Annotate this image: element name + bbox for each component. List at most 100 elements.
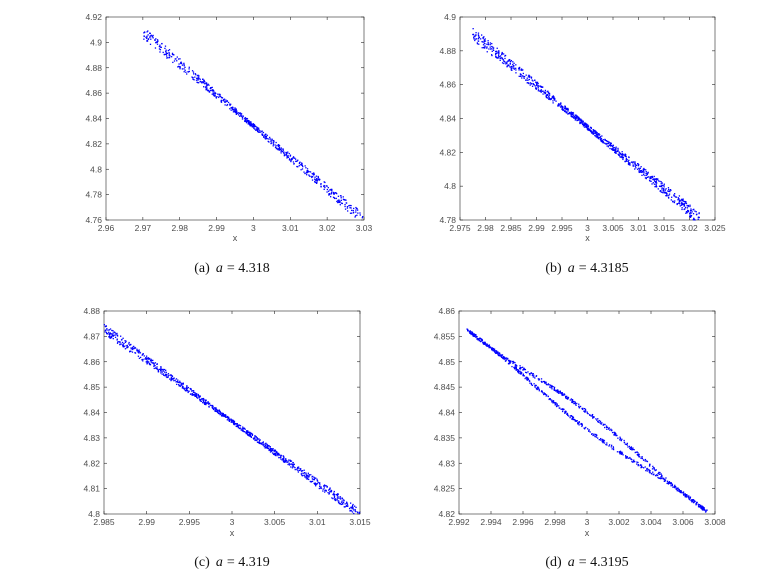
data-point: [324, 487, 325, 488]
data-point: [183, 68, 184, 69]
data-point: [564, 108, 565, 109]
data-point: [496, 350, 497, 351]
data-point: [336, 198, 337, 199]
data-point: [140, 357, 141, 358]
data-point: [338, 498, 339, 499]
data-point: [598, 133, 599, 134]
data-point: [186, 387, 187, 388]
data-point: [636, 165, 637, 166]
data-point: [545, 382, 546, 383]
data-point: [215, 411, 216, 412]
data-point: [662, 192, 663, 193]
data-point: [679, 195, 680, 196]
data-point: [173, 378, 174, 379]
data-point: [476, 38, 477, 39]
data-point: [487, 344, 488, 345]
data-point: [283, 152, 284, 153]
data-point: [232, 109, 233, 110]
data-point: [281, 149, 282, 150]
data-point: [562, 411, 563, 412]
data-point: [685, 213, 686, 214]
data-point: [213, 90, 214, 91]
data-point: [316, 180, 317, 181]
data-point: [686, 205, 687, 206]
data-point: [532, 83, 533, 84]
data-point: [491, 43, 492, 44]
data-point: [685, 202, 686, 203]
data-point: [676, 204, 677, 205]
data-point: [595, 135, 596, 136]
data-point: [623, 157, 624, 158]
data-point: [160, 370, 161, 371]
data-point: [637, 451, 638, 452]
data-point: [626, 159, 627, 160]
data-point: [162, 371, 163, 372]
data-point: [638, 465, 639, 466]
data-point: [160, 372, 161, 373]
data-point: [522, 367, 523, 368]
data-point: [706, 509, 707, 510]
data-point: [206, 82, 207, 83]
data-point: [610, 145, 611, 146]
data-point: [281, 459, 282, 460]
data-point: [331, 193, 332, 194]
data-point: [178, 63, 179, 64]
data-point: [286, 460, 287, 461]
data-point: [255, 439, 256, 440]
data-point: [581, 408, 582, 409]
data-point: [492, 48, 493, 49]
data-point: [299, 470, 300, 471]
data-point: [498, 50, 499, 51]
x-tick-label: 3.01: [630, 223, 647, 233]
data-point: [507, 65, 508, 66]
data-point: [548, 92, 549, 93]
data-point: [573, 419, 574, 420]
data-point: [519, 67, 520, 68]
data-point: [215, 93, 216, 94]
data-point: [685, 207, 686, 208]
data-point: [264, 447, 265, 448]
data-point: [536, 85, 537, 86]
data-point: [486, 345, 487, 346]
data-point: [220, 413, 221, 414]
data-point: [654, 176, 655, 177]
data-point: [643, 459, 644, 460]
data-point: [288, 459, 289, 460]
data-point: [525, 378, 526, 379]
data-point: [273, 145, 274, 146]
data-point: [612, 148, 613, 149]
data-point: [466, 328, 467, 329]
data-point: [328, 489, 329, 490]
data-point: [555, 402, 556, 403]
data-point: [652, 179, 653, 180]
data-point: [580, 406, 581, 407]
data-point: [276, 145, 277, 146]
data-point: [509, 360, 510, 361]
data-point: [157, 39, 158, 40]
data-point: [502, 62, 503, 63]
data-point: [199, 397, 200, 398]
data-point: [165, 46, 166, 47]
data-point: [193, 392, 194, 393]
data-point: [531, 383, 532, 384]
data-point: [172, 62, 173, 63]
data-point: [319, 482, 320, 483]
data-point: [314, 484, 315, 485]
data-point: [280, 458, 281, 459]
data-point: [531, 83, 532, 84]
data-point: [319, 488, 320, 489]
data-point: [342, 503, 343, 504]
data-point: [316, 183, 317, 184]
data-point: [149, 364, 150, 365]
data-point: [549, 386, 550, 387]
data-point: [497, 48, 498, 49]
data-point: [292, 464, 293, 465]
data-point: [179, 58, 180, 59]
data-point: [469, 330, 470, 331]
data-point: [253, 126, 254, 127]
data-point: [617, 148, 618, 149]
data-point: [674, 200, 675, 201]
data-point: [657, 475, 658, 476]
data-point: [305, 474, 306, 475]
data-point: [662, 477, 663, 478]
